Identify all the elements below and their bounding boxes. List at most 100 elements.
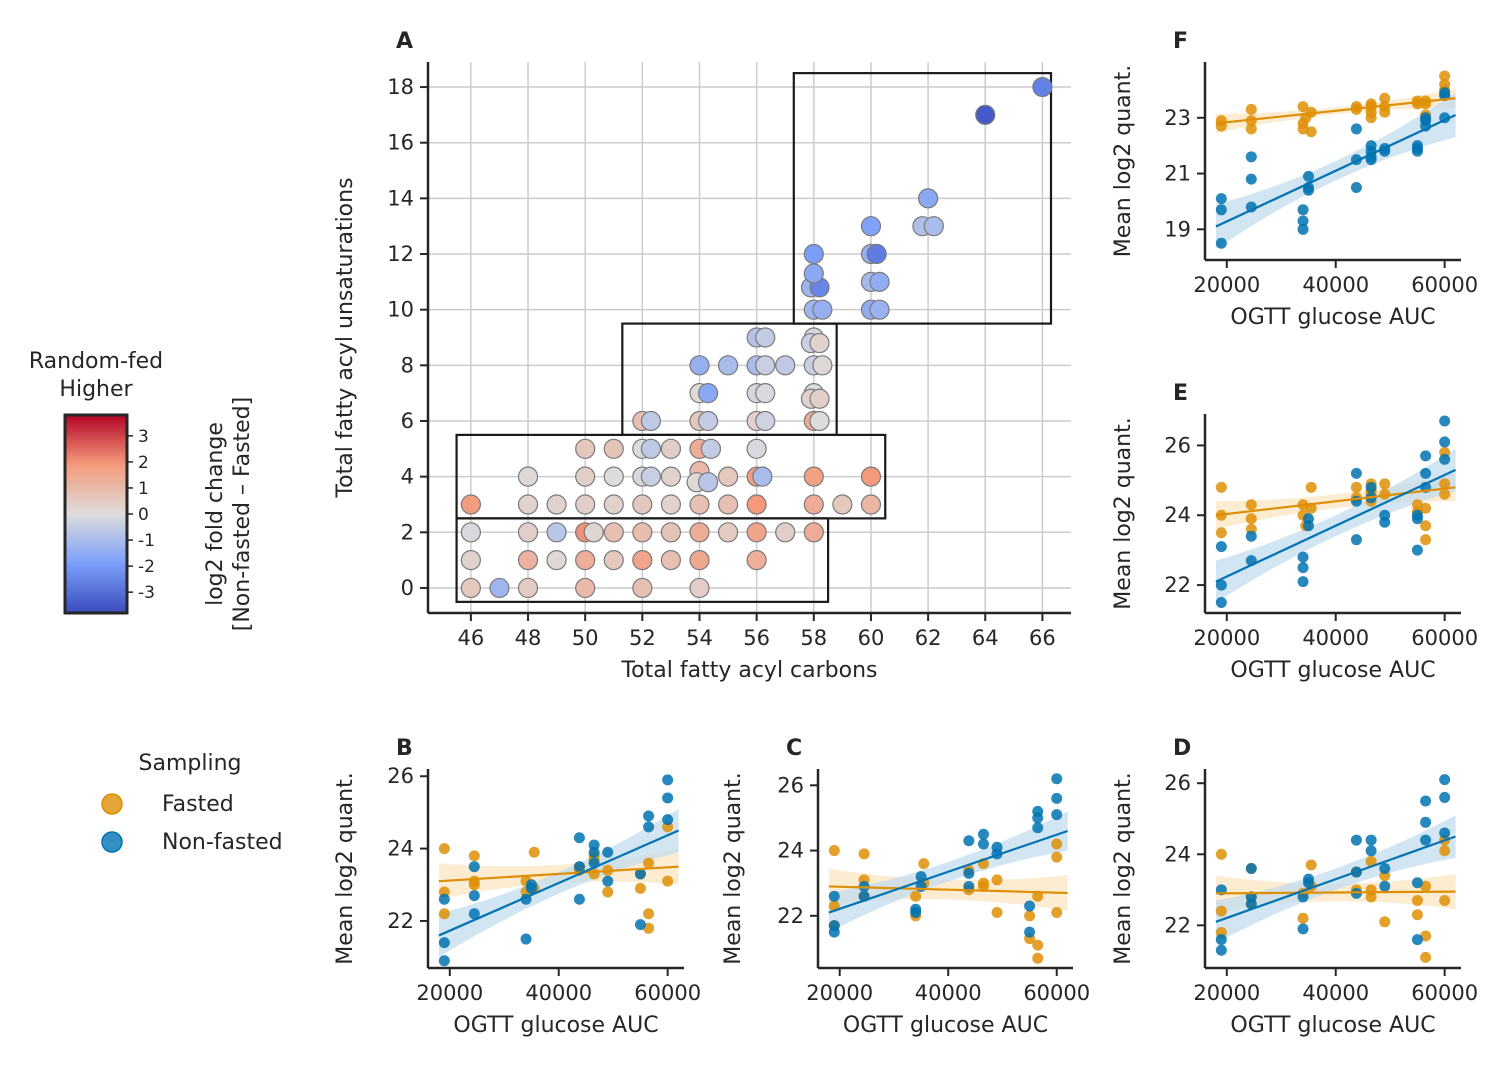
panel-a-scatter: 46 48 50 52 54 56 58 60 62 64 66024681012141618Tot… <box>333 29 1071 683</box>
data-point-nonfasted <box>1411 544 1423 556</box>
data-point-fasted <box>1024 910 1036 922</box>
data-point-nonfasted <box>573 861 585 873</box>
data-point-fasted <box>1305 126 1317 138</box>
data-point-fasted <box>977 880 989 892</box>
data-point-fasted <box>1420 502 1432 514</box>
lipid-point <box>832 494 853 515</box>
y-axis-label: Mean log2 quant. <box>1111 772 1136 964</box>
data-point-nonfasted <box>1302 873 1314 885</box>
data-point-nonfasted <box>643 810 655 822</box>
data-point-nonfasted <box>1411 509 1423 521</box>
panel-label: C <box>786 736 802 761</box>
data-point-nonfasted <box>1365 834 1377 846</box>
lipid-point <box>869 299 890 320</box>
data-point-nonfasted <box>1297 215 1309 227</box>
lipid-point <box>546 522 567 543</box>
lipid-point <box>746 550 767 571</box>
y-tick-label: 18 <box>387 75 414 99</box>
data-point-nonfasted <box>662 814 674 826</box>
data-point-fasted <box>1439 488 1451 500</box>
data-point-nonfasted <box>1215 204 1227 216</box>
sampling-legend: Sampling Fasted Non-fasted <box>101 751 283 855</box>
fit-line-fasted <box>438 865 679 883</box>
data-point-fasted <box>1032 939 1044 951</box>
lipid-point <box>860 216 882 237</box>
lipid-point <box>697 410 719 432</box>
region-box <box>621 322 838 436</box>
data-point-nonfasted <box>1215 193 1227 205</box>
data-point-fasted <box>1439 70 1451 82</box>
lipid-point <box>460 522 481 543</box>
data-point-fasted <box>1411 909 1423 921</box>
x-tick-label: 40000 <box>1302 626 1369 650</box>
data-point-nonfasted <box>1379 516 1391 528</box>
fit-line-nonfasted <box>1215 468 1457 583</box>
lipid-point <box>923 216 944 237</box>
lipid-point <box>975 104 996 125</box>
data-point-nonfasted <box>1051 792 1063 804</box>
data-point-nonfasted <box>1032 812 1044 824</box>
data-point-fasted <box>1215 527 1227 539</box>
lipid-point <box>717 494 739 515</box>
colorbar-tick-label: 0 <box>138 505 149 525</box>
data-point-nonfasted <box>1365 154 1377 166</box>
lipid-point <box>460 577 481 599</box>
data-point-nonfasted <box>1420 450 1432 462</box>
x-tick-label: 58 <box>800 626 827 650</box>
lipid-point <box>803 263 824 284</box>
data-point-nonfasted <box>573 832 585 844</box>
x-axis-label: OGTT glucose AUC <box>1230 305 1435 330</box>
data-point-nonfasted <box>1297 223 1309 235</box>
lipid-point <box>803 243 824 265</box>
lipid-point <box>517 466 539 487</box>
lipid-point <box>717 522 739 543</box>
data-point-nonfasted <box>1420 112 1432 124</box>
lipid-point <box>603 494 624 515</box>
lipid-point <box>603 550 624 571</box>
lipid-point <box>660 550 682 571</box>
x-axis-label: OGTT glucose AUC <box>1230 1013 1435 1038</box>
lipid-point <box>546 494 567 515</box>
panel-f-regression: 20000 40000 60000 19 21 23 OGTT glucose AUC Mea… <box>1111 29 1478 330</box>
x-tick-label: 62 <box>915 626 942 650</box>
y-tick-label: 23 <box>1164 106 1191 130</box>
data-point-nonfasted <box>588 846 600 858</box>
data-point-fasted <box>1215 905 1227 917</box>
lipid-point <box>809 332 830 354</box>
panel-b-regression: 20000 40000 60000 22 24 26 OGTT glucose AUC Mea… <box>333 736 701 1038</box>
x-tick-label: 52 <box>629 626 656 650</box>
y-tick-label: 19 <box>1164 217 1191 241</box>
lipid-point <box>866 243 887 265</box>
colorbar-tick-label: -1 <box>138 531 155 551</box>
data-point-nonfasted <box>602 875 614 887</box>
data-point-nonfasted <box>1297 923 1309 935</box>
data-point-nonfasted <box>977 838 989 850</box>
lipid-point <box>775 355 796 376</box>
lipid-point <box>689 522 710 543</box>
fit-line-nonfasted <box>1215 113 1457 228</box>
data-point-fasted <box>918 858 930 870</box>
x-tick-label: 60000 <box>1411 273 1478 297</box>
lipid-point <box>632 522 653 543</box>
data-point-fasted <box>1215 115 1227 127</box>
colorbar-label-line1: log2 fold change <box>203 422 228 606</box>
data-point-nonfasted <box>828 926 840 938</box>
lipid-point <box>689 494 710 515</box>
fit-line-fasted <box>1215 97 1456 125</box>
legend-label-nonfasted: Non-fasted <box>162 830 283 855</box>
data-point-fasted <box>1439 845 1451 857</box>
data-point-nonfasted <box>1365 140 1377 152</box>
data-point-nonfasted <box>1439 415 1451 427</box>
legend-marker-nonfasted <box>101 831 123 853</box>
data-point-fasted <box>468 850 480 862</box>
data-point-nonfasted <box>1350 534 1362 546</box>
x-tick-label: 60000 <box>1411 981 1478 1005</box>
y-tick-label: 10 <box>387 298 414 322</box>
x-tick-label: 20000 <box>1193 626 1260 650</box>
lipid-point <box>575 466 596 487</box>
y-tick-label: 24 <box>777 839 804 863</box>
lipid-point <box>660 466 682 487</box>
data-point-nonfasted <box>438 893 450 905</box>
data-point-nonfasted <box>1302 170 1314 182</box>
data-point-fasted <box>1379 478 1391 490</box>
